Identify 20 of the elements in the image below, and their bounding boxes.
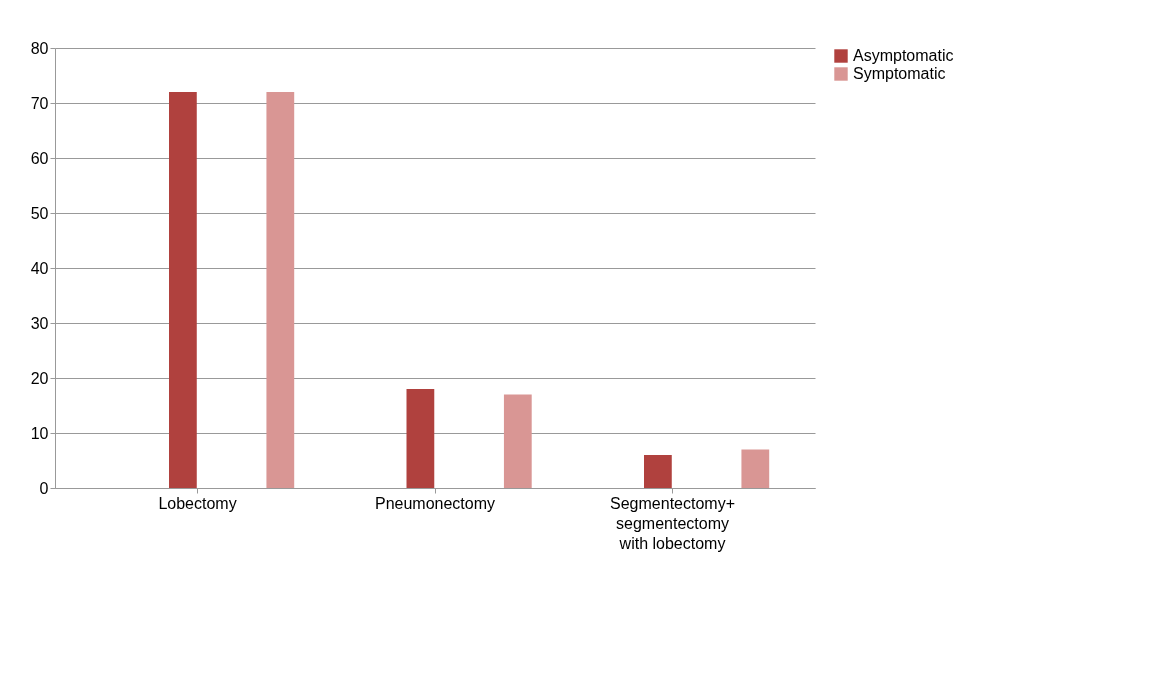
legend-label: Symptomatic (853, 65, 946, 82)
bar (644, 455, 672, 488)
y-tick-label: 60 (30, 149, 49, 167)
y-tick-label: 50 (30, 204, 49, 222)
y-tick-label: 10 (30, 424, 49, 442)
bar (741, 449, 770, 488)
bar (503, 394, 532, 488)
y-tick-label: 20 (30, 369, 49, 387)
y-tick-label: 0 (39, 479, 49, 497)
x-tick-label: Lobectomy (158, 494, 237, 512)
x-tick-label: Segmentectomy+ segmentectomy with lobectomy (610, 494, 735, 552)
y-tick-label: 70 (30, 94, 49, 112)
bar (266, 92, 295, 488)
y-tick-label: 40 (30, 259, 49, 277)
bar (406, 389, 435, 488)
legend-label: Asymptomatic (853, 47, 954, 64)
y-tick-label: 80 (30, 39, 49, 57)
x-tick-label: Pneumonectomy (374, 494, 496, 512)
bar (169, 92, 197, 488)
y-tick-label: 30 (30, 314, 49, 332)
